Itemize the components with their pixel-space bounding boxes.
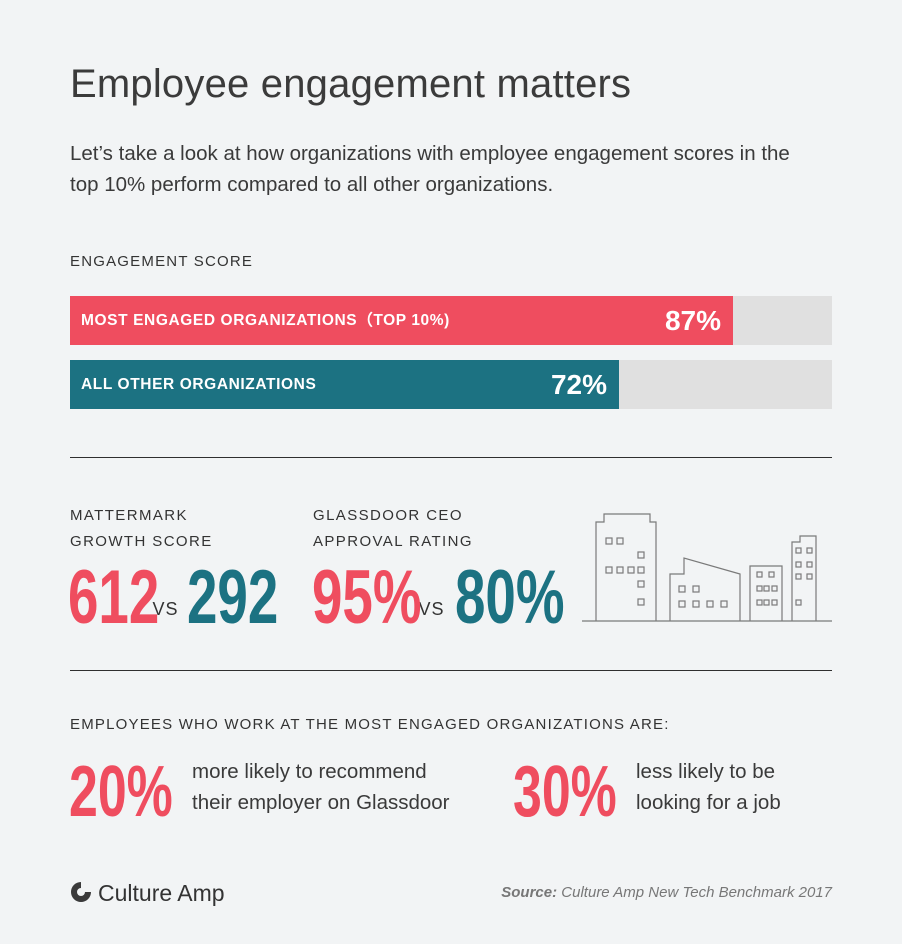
metric-label-line1: MATTERMARK	[70, 507, 188, 524]
metric-label-line1: GLASSDOOR CEO	[313, 507, 463, 524]
buildings-illustration	[582, 513, 832, 622]
metric-label-glassdoor: GLASSDOOR CEO APPROVAL RATING	[313, 503, 473, 555]
source-text: Culture Amp New Tech Benchmark 2017	[561, 884, 832, 901]
bar-track-most-engaged: MOST ENGAGED ORGANIZATIONS（TOP 10%) 87%	[70, 296, 832, 345]
stat-line2: looking for a job	[636, 791, 781, 814]
bar-track-all-other: ALL OTHER ORGANIZATIONS 72%	[70, 360, 832, 409]
metric-label-mattermark: MATTERMARK GROWTH SCORE	[70, 503, 213, 555]
source-citation: Source: Culture Amp New Tech Benchmark 2…	[501, 884, 832, 901]
culture-amp-logo-text: Culture Amp	[98, 880, 225, 906]
page-title: Employee engagement matters	[70, 62, 632, 106]
metric-other-value: 292	[186, 555, 279, 640]
metric-compare-glassdoor: 95% VS 80%	[312, 560, 564, 636]
page-subtitle: Let’s take a look at how organizations w…	[70, 142, 790, 196]
divider-bottom	[70, 670, 832, 671]
employees-heading: EMPLOYEES WHO WORK AT THE MOST ENGAGED O…	[70, 716, 670, 733]
stat-description-recommend: more likely to recommend their employer …	[192, 756, 450, 818]
metric-label-line2: APPROVAL RATING	[313, 533, 473, 550]
metric-top-value: 95%	[312, 555, 422, 640]
stat-value: 30%	[513, 752, 617, 832]
metric-label-line2: GROWTH SCORE	[70, 533, 213, 550]
metric-top-value: 612	[68, 555, 160, 640]
stat-value: 20%	[69, 752, 173, 832]
bar-value-most-engaged: 87%	[664, 305, 721, 336]
bar-all-other: ALL OTHER ORGANIZATIONS 72%	[70, 360, 619, 409]
bar-value-all-other: 72%	[550, 369, 607, 400]
bar-label-all-other: ALL OTHER ORGANIZATIONS	[81, 376, 317, 393]
metric-compare-mattermark: 612 VS 292	[68, 560, 278, 636]
stat-looking: 30%	[513, 756, 629, 828]
culture-amp-logo-icon	[71, 882, 91, 902]
metric-vs: VS	[418, 598, 445, 619]
metric-other-value: 80%	[454, 555, 565, 640]
stat-line2: their employer on Glassdoor	[192, 791, 450, 814]
stat-recommend: 20%	[69, 756, 185, 828]
stat-description-looking: less likely to be looking for a job	[636, 756, 781, 818]
chart-title: ENGAGEMENT SCORE	[70, 253, 254, 270]
stat-line1: more likely to recommend	[192, 760, 427, 783]
stat-line1: less likely to be	[636, 760, 776, 783]
source-label: Source:	[501, 884, 558, 901]
bar-most-engaged: MOST ENGAGED ORGANIZATIONS（TOP 10%) 87%	[70, 296, 733, 345]
metric-vs: VS	[152, 598, 179, 619]
divider-top	[70, 457, 832, 458]
bar-label-most-engaged: MOST ENGAGED ORGANIZATIONS（TOP 10%)	[81, 312, 450, 329]
